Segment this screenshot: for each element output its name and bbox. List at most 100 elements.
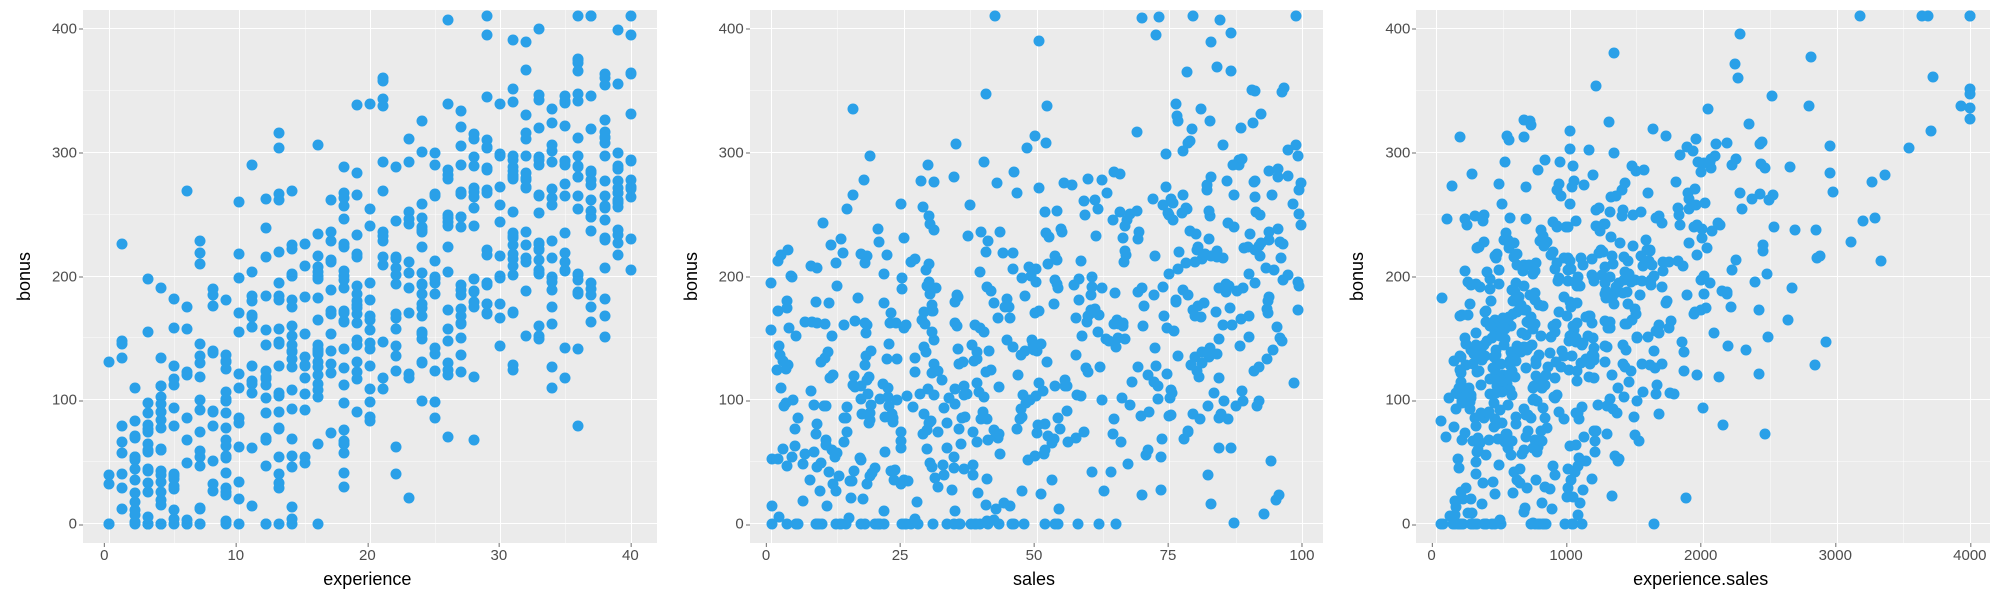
data-point: [469, 128, 480, 139]
data-point: [403, 213, 414, 224]
data-point: [1087, 282, 1098, 293]
data-point: [1583, 145, 1594, 156]
data-point: [926, 299, 937, 310]
data-point: [1880, 170, 1891, 181]
data-point: [1632, 331, 1643, 342]
data-point: [208, 421, 219, 432]
data-point: [338, 363, 349, 374]
data-point: [416, 198, 427, 209]
x-label-row: experience: [10, 567, 657, 590]
x-tick: 100: [1289, 547, 1314, 564]
data-point: [286, 185, 297, 196]
data-point: [1040, 207, 1051, 218]
data-point: [783, 245, 794, 256]
data-point: [827, 330, 838, 341]
data-point: [1735, 188, 1746, 199]
data-point: [1187, 123, 1198, 134]
data-point: [547, 200, 558, 211]
data-point: [390, 442, 401, 453]
data-point: [364, 361, 375, 372]
data-point: [1499, 156, 1510, 167]
data-point: [823, 466, 834, 477]
gridline-v-minor: [837, 10, 838, 543]
data-point: [312, 262, 323, 273]
data-point: [1079, 209, 1090, 220]
data-point: [1107, 215, 1118, 226]
data-point: [1955, 101, 1966, 112]
data-point: [1070, 349, 1081, 360]
data-point: [612, 249, 623, 260]
data-point: [1060, 374, 1071, 385]
data-point: [1206, 499, 1217, 510]
data-point: [599, 215, 610, 226]
data-point: [1254, 209, 1265, 220]
data-point: [1586, 473, 1597, 484]
data-point: [1063, 436, 1074, 447]
data-point: [117, 239, 128, 250]
data-point: [1228, 517, 1239, 528]
data-point: [1486, 332, 1497, 343]
data-point: [774, 340, 785, 351]
data-point: [1150, 250, 1161, 261]
data-point: [273, 277, 284, 288]
data-point: [273, 324, 284, 335]
data-point: [811, 262, 822, 273]
data-point: [443, 432, 454, 443]
data-point: [959, 412, 970, 423]
data-point: [534, 123, 545, 134]
data-point: [195, 427, 206, 438]
data-point: [1096, 175, 1107, 186]
data-point: [1218, 140, 1229, 151]
data-point: [950, 139, 961, 150]
data-point: [1055, 223, 1066, 234]
data-point: [169, 480, 180, 491]
data-point: [1600, 316, 1611, 327]
data-point: [880, 447, 891, 458]
data-point: [1034, 182, 1045, 193]
data-point: [978, 156, 989, 167]
data-point: [508, 83, 519, 94]
data-point: [573, 190, 584, 201]
data-point: [1160, 148, 1171, 159]
data-point: [1485, 296, 1496, 307]
data-point: [1608, 48, 1619, 59]
data-point: [495, 149, 506, 160]
x-axis: 0255075100: [745, 543, 1324, 567]
data-point: [895, 199, 906, 210]
data-point: [247, 360, 258, 371]
data-point: [1204, 115, 1215, 126]
data-point: [1521, 182, 1532, 193]
data-point: [1166, 409, 1177, 420]
data-point: [221, 467, 232, 478]
data-point: [1072, 389, 1083, 400]
data-point: [299, 352, 310, 363]
data-point: [443, 98, 454, 109]
data-point: [456, 366, 467, 377]
data-point: [573, 421, 584, 432]
data-point: [1489, 488, 1500, 499]
data-point: [1619, 251, 1630, 262]
data-point: [221, 451, 232, 462]
data-point: [812, 419, 823, 430]
gridline-v: [1436, 10, 1437, 543]
data-point: [1628, 209, 1639, 220]
data-point: [208, 300, 219, 311]
data-point: [195, 350, 206, 361]
data-point: [1606, 370, 1617, 381]
data-point: [273, 451, 284, 462]
data-point: [1611, 190, 1622, 201]
data-point: [927, 519, 938, 530]
data-point: [534, 268, 545, 279]
data-point: [1707, 226, 1718, 237]
data-point: [1555, 157, 1566, 168]
data-point: [1470, 420, 1481, 431]
data-point: [286, 243, 297, 254]
data-point: [1589, 372, 1600, 383]
data-point: [1249, 175, 1260, 186]
data-point: [1254, 361, 1265, 372]
data-point: [547, 252, 558, 263]
data-point: [1138, 320, 1149, 331]
data-point: [1194, 371, 1205, 382]
x-label-row: sales: [677, 567, 1324, 590]
data-point: [390, 365, 401, 376]
